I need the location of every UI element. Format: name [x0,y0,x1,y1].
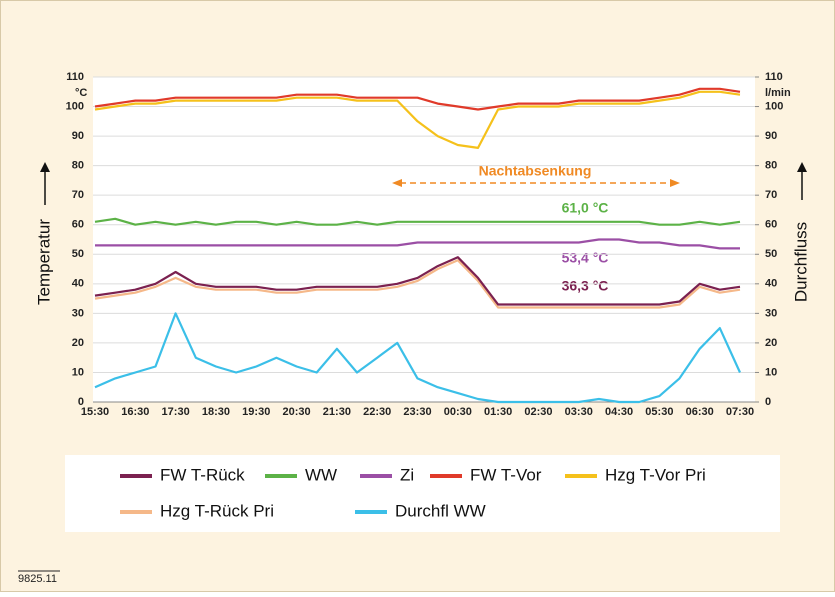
x-tick-label: 15:30 [81,406,109,418]
y2-tick-label: 90 [765,130,777,142]
x-tick-label: 23:30 [403,406,431,418]
series-line [94,90,741,149]
y-tick-label: 40 [72,278,84,290]
legend-label: Hzg T-Rück Pri [160,501,274,520]
y2-tick-label: 110 [765,71,783,83]
y-tick-label: 30 [72,307,84,319]
annotation: Nachtabsenkung [479,163,592,179]
series-line [94,87,741,111]
y-tick-label: 20 [72,337,84,349]
y2-tick-label: 20 [765,337,777,349]
x-tick-label: 04:30 [605,406,633,418]
legend-label: Zi [400,465,414,484]
y-tick-label: 10 [72,366,84,378]
x-tick-label: 17:30 [162,406,190,418]
y-unit: °C [75,87,87,99]
x-tick-label: 18:30 [202,406,230,418]
series-line [95,238,740,250]
y-tick-label: 80 [72,160,84,172]
y2-tick-label: 70 [765,189,777,201]
y2-axis-label: Durchfluss [791,222,810,302]
y2-tick-label: 50 [765,248,777,260]
y-axis-label: Temperatur [34,219,53,305]
y2-tick-label: 30 [765,307,777,319]
plot-area [93,77,755,402]
y-tick-label: 90 [72,130,84,142]
y-tick-label: 0 [78,396,84,408]
footnote: 9825.11 [18,573,57,585]
series-line [94,256,741,306]
x-tick-label: 07:30 [726,406,754,418]
x-tick-label: 05:30 [645,406,673,418]
y-tick-label: 110 [66,71,84,83]
y2-tick-label: 40 [765,278,777,290]
y-tick-label: 50 [72,248,84,260]
legend-label: WW [305,465,337,484]
legend [65,455,780,532]
series-line [94,312,742,404]
x-tick-label: 21:30 [323,406,351,418]
arrow-head [797,162,807,172]
y-tick-label: 70 [72,189,84,201]
x-tick-label: 20:30 [282,406,310,418]
x-tick-label: 16:30 [121,406,149,418]
x-tick-label: 19:30 [242,406,270,418]
y2-tick-label: 10 [765,366,777,378]
y2-tick-label: 100 [765,100,783,112]
x-tick-label: 22:30 [363,406,391,418]
y2-tick-label: 0 [765,396,771,408]
x-tick-label: 00:30 [444,406,472,418]
x-tick-label: 06:30 [686,406,714,418]
series-line [94,259,741,309]
x-tick-label: 03:30 [565,406,593,418]
legend-label: FW T-Rück [160,465,245,484]
y2-tick-label: 80 [765,160,777,172]
legend-label: Hzg T-Vor Pri [605,465,706,484]
annotation: 61,0 °C [562,200,609,216]
series-line [94,217,741,226]
y2-unit: l/min [765,87,791,99]
annotation: 53,4 °C [562,250,609,266]
legend-label: FW T-Vor [470,465,542,484]
x-tick-label: 01:30 [484,406,512,418]
x-tick-label: 02:30 [524,406,552,418]
y-tick-label: 60 [72,219,84,231]
legend-label: Durchfl WW [395,501,486,520]
annotation: 36,3 °C [562,278,609,294]
arrow-head [40,162,50,172]
y2-tick-label: 60 [765,219,777,231]
y-tick-label: 100 [66,100,84,112]
